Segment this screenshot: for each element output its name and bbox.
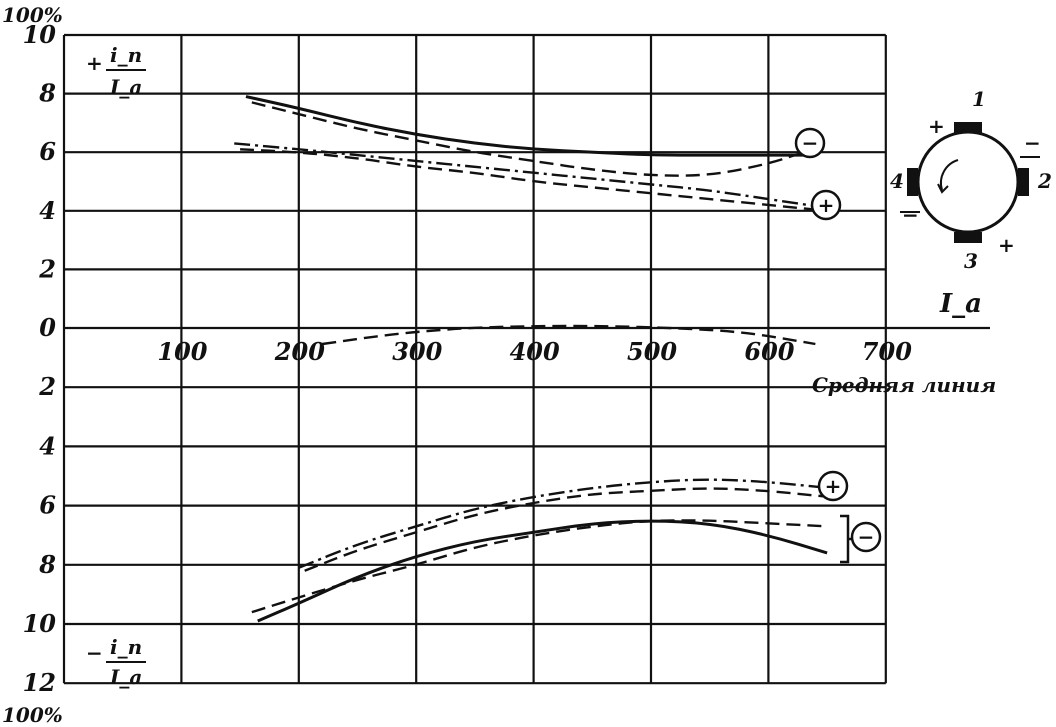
lower-minus-sign: − [858,525,875,549]
inset-label-2: 2 [1037,169,1052,193]
series-line-lower-minus-solid [257,519,828,623]
upper-y-tick-label: 6 [39,137,56,166]
x-tick-label: 100 [157,337,207,366]
inset-brush-4 [907,168,918,196]
inset-label-1: 1 [972,87,986,111]
inset-arrow-head [937,183,949,194]
upper-y-tick-label: 4 [39,196,56,225]
x-tick-label: 300 [392,337,442,366]
x-axis-label: I_a [939,289,982,319]
lower-minus-marker: − [840,514,882,564]
inset-rotation-arrow [939,159,959,191]
upper-minus-marker: − [794,127,826,159]
lower-y-tick-label: 6 [39,491,56,520]
series-group [234,95,828,623]
inset-sign-3: + [998,233,1015,257]
lower-y-tick-label: 10 [23,609,57,638]
inset-sign-2: − [1024,131,1041,155]
x-tick-label: 400 [510,337,560,366]
inset-rotor-circle [916,130,1020,234]
lower-ylabel-numerator: i_п [110,635,142,659]
upper-ylabel-sign: + [86,51,103,75]
tick-labels: 100 200 300 400 500 600 700 10 8 6 4 2 0 2 4 6 8 10 12 [23,20,913,697]
lower-y-tick-label: 8 [38,550,56,579]
baseline-label: Средняя линия [812,373,996,397]
lower-y-tick-label: 12 [23,668,56,697]
grid [62,33,990,685]
x-tick-label: 600 [744,337,794,366]
lower-ylabel: − i_п I_a [86,635,146,689]
inset-label-3: 3 [964,249,978,273]
inset-sign-4: − [902,203,919,227]
y-unit-bottom: 100% [2,703,63,727]
inset-brush-2 [1018,168,1029,196]
inset-label-4: 4 [890,169,904,193]
series-line-upper-plus-dashdot [234,142,828,210]
upper-y-tick-label: 2 [38,254,56,283]
upper-minus-sign: − [802,131,819,155]
upper-plus-sign: + [818,193,835,217]
x-tick-label: 200 [274,337,325,366]
lower-y-tick-label: 4 [39,431,56,460]
inset-diagram: 1 2 3 4 + − + − [890,87,1052,273]
lower-ylabel-sign: − [86,641,103,665]
series-line-lower-minus-dashed [251,519,828,614]
upper-y-tick-label: 10 [23,20,57,49]
series-line-upper-minus-dashed [251,101,804,177]
series-line-upper-plus-dashed [240,148,828,212]
lower-plus-sign: + [825,474,842,498]
inset-sign-1: + [928,114,945,138]
lower-y-tick-label: 2 [38,372,56,401]
upper-y-tick-label: 0 [39,313,56,342]
x-tick-label: 500 [627,337,677,366]
upper-ylabel: + i_п I_a [86,43,146,99]
upper-ylabel-numerator: i_п [110,43,142,67]
upper-ylabel-denominator: I_a [109,75,142,99]
lower-ylabel-denominator: I_a [109,665,142,689]
series-line-lower-plus-dashed [304,487,828,572]
series-line-middle-baseline-dashed [322,324,816,346]
inset-brush-3 [954,232,982,243]
series-line-lower-plus-dashdot [298,478,828,569]
x-tick-label: 700 [862,337,912,366]
y-unit-top: 100% [2,3,63,27]
upper-y-tick-label: 8 [38,79,56,108]
lower-plus-marker: + [817,470,849,502]
series-line-upper-minus-solid [245,95,804,157]
upper-plus-marker: + [810,189,842,221]
inset-brush-1 [954,122,982,133]
